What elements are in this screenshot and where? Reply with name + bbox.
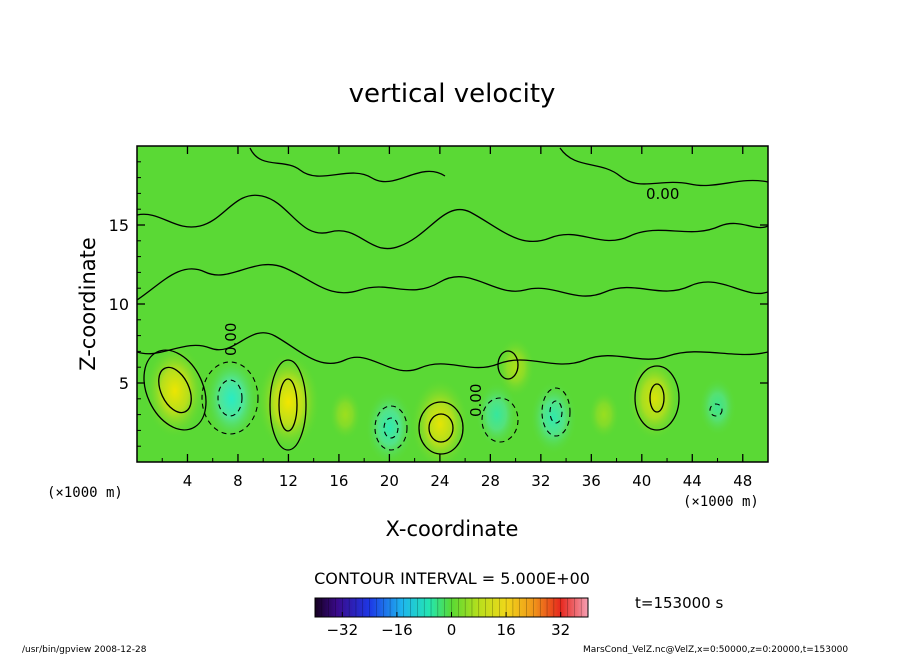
y-tick-label: 15 [109,216,129,235]
x-tick-label: 16 [329,472,348,490]
footer-left: /usr/bin/gpview 2008-12-28 [22,645,147,654]
contour-label: 0.00 [222,323,240,356]
field-cell [204,356,259,442]
x-tick-label: 40 [632,472,651,490]
colorbar-stripes [321,598,582,617]
x-tick-label: 28 [481,472,500,490]
field-cell [328,388,362,441]
chart-title: vertical velocity [349,79,556,109]
y-tick-label: 10 [109,295,129,314]
contour-lines [137,147,768,455]
x-tick-label: 4 [183,472,193,490]
field-cell [588,389,620,440]
field-cell [529,380,578,455]
field-cell [256,351,321,452]
time-label: t=153000 s [635,594,723,612]
x-tick-label: 12 [279,472,298,490]
field-cell [698,377,737,437]
contour-interval-text: CONTOUR INTERVAL = 5.000E+00 [314,569,590,588]
x-tick-label: 20 [380,472,399,490]
x-tick-label: 8 [233,472,243,490]
field-cell [410,377,470,462]
colorbar-tick-label: −16 [381,621,413,639]
field-cell [365,389,414,462]
x-axis-title: X-coordinate [386,517,519,541]
footer-right: MarsCond_VelZ.nc@VelZ,x=0:50000,z=0:2000… [583,645,848,654]
x-tick-label: 44 [683,472,702,490]
field-cell [496,336,535,398]
negative-contours [201,361,723,451]
y-tick-label: 5 [119,374,129,393]
field-cells [144,336,737,462]
x-tick-label: 32 [531,472,550,490]
field-cell [475,381,518,448]
colorbar-tick-label: −32 [326,621,358,639]
colorbar-tick-label: 32 [551,621,570,639]
contour-label: 0.00 [646,185,679,203]
x-tick-label: 36 [582,472,601,490]
colorbar-tick-label: 0 [447,621,457,639]
colorbar-ticks: −32 −16 0 16 32 [326,612,570,639]
x-tick-label: 24 [430,472,449,490]
x-unit-label-left: (×1000 m) [47,485,123,501]
field-cell [144,342,206,440]
x-unit-label-right: (×1000 m) [683,494,759,510]
contour-label: 0.00 [467,384,485,417]
colorbar [315,598,588,617]
y-axis-title: Z-coordinate [76,237,100,371]
x-tick-label: 48 [733,472,752,490]
colorbar-tick-label: 16 [497,621,516,639]
